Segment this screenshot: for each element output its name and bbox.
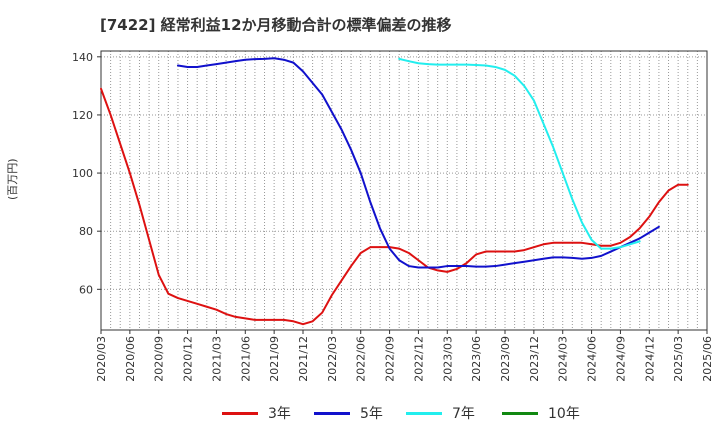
x-tick-label: 2024/06	[586, 336, 599, 382]
legend-swatch-10y	[502, 411, 538, 415]
x-tick-label: 2021/09	[268, 336, 281, 382]
legend: 3年 5年 7年 10年	[0, 403, 720, 427]
x-tick-label: 2021/06	[239, 336, 252, 382]
plot-area	[100, 50, 708, 331]
x-tick-label: 2024/09	[614, 336, 627, 382]
x-tick-label: 2024/03	[557, 336, 570, 382]
series-line-3y	[100, 87, 689, 326]
series-line-5y	[176, 57, 660, 269]
y-tick-label: 140	[72, 51, 93, 64]
x-tick-label: 2022/09	[384, 336, 397, 382]
y-axis: 60 80 100 120 140	[72, 51, 101, 296]
x-tick-label: 2023/06	[470, 336, 483, 382]
legend-item-7y: 7年	[406, 403, 475, 423]
y-tick-label: 80	[79, 225, 93, 238]
x-tick-label: 2024/12	[643, 336, 656, 382]
x-tick-label: 2021/03	[210, 336, 223, 382]
x-tick-label: 2023/09	[499, 336, 512, 382]
x-tick-label: 2023/12	[528, 336, 541, 382]
series-group	[100, 57, 689, 326]
x-tick-label: 2022/03	[326, 336, 339, 382]
x-tick-label: 2020/12	[182, 336, 195, 382]
y-tick-label: 120	[72, 109, 93, 122]
legend-label-5y: 5年	[360, 406, 383, 422]
x-axis: 2020/03 2020/06 2020/09 2020/12 2021/03 2021/…	[95, 330, 714, 382]
legend-label-10y: 10年	[548, 406, 580, 422]
legend-item-5y: 5年	[314, 403, 383, 423]
x-tick-label: 2021/12	[297, 336, 310, 382]
legend-label-3y: 3年	[268, 406, 291, 422]
x-tick-label: 2025/06	[701, 336, 714, 382]
legend-swatch-7y	[406, 411, 442, 415]
x-tick-label: 2023/03	[441, 336, 454, 382]
y-tick-label: 60	[79, 283, 93, 296]
legend-swatch-3y	[222, 411, 258, 415]
legend-label-7y: 7年	[452, 406, 475, 422]
y-tick-label: 100	[72, 167, 93, 180]
x-tick-label: 2020/09	[153, 336, 166, 382]
x-tick-label: 2020/03	[95, 336, 108, 382]
chart-grid	[101, 51, 707, 330]
x-tick-label: 2022/06	[355, 336, 368, 382]
x-tick-label: 2022/12	[412, 336, 425, 382]
legend-item-10y: 10年	[502, 403, 580, 423]
series-line-7y	[398, 57, 641, 250]
x-tick-label: 2020/06	[124, 336, 137, 382]
legend-swatch-5y	[314, 411, 350, 415]
legend-item-3y: 3年	[222, 403, 291, 423]
x-tick-label: 2025/03	[672, 336, 685, 382]
chart-title: [7422] 経常利益12か月移動合計の標準偏差の推移	[100, 16, 452, 34]
